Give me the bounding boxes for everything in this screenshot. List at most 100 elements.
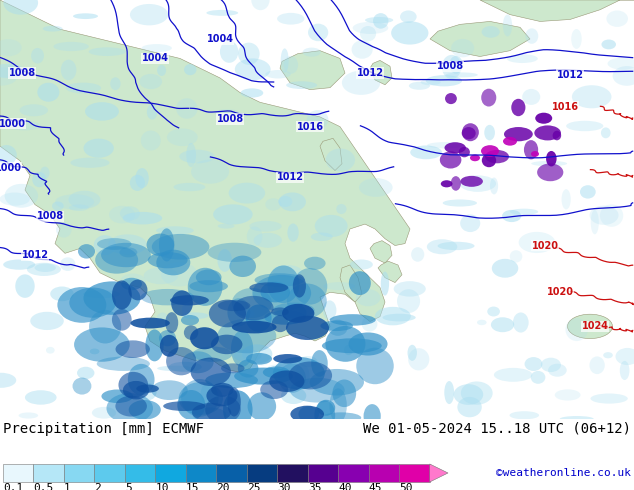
- Ellipse shape: [89, 48, 126, 56]
- Ellipse shape: [460, 176, 483, 187]
- Ellipse shape: [510, 411, 539, 419]
- Ellipse shape: [246, 353, 272, 365]
- Ellipse shape: [94, 235, 116, 255]
- Ellipse shape: [160, 335, 179, 357]
- Ellipse shape: [612, 66, 634, 86]
- Ellipse shape: [66, 83, 101, 94]
- Ellipse shape: [481, 145, 499, 157]
- Ellipse shape: [174, 183, 205, 191]
- Ellipse shape: [451, 39, 474, 57]
- Ellipse shape: [286, 81, 317, 89]
- Ellipse shape: [519, 232, 555, 253]
- Ellipse shape: [50, 287, 74, 301]
- Ellipse shape: [361, 317, 377, 332]
- Ellipse shape: [131, 318, 170, 328]
- Ellipse shape: [74, 327, 130, 362]
- Ellipse shape: [27, 263, 61, 276]
- Text: We 01-05-2024 15..18 UTC (06+12): We 01-05-2024 15..18 UTC (06+12): [363, 422, 631, 436]
- Ellipse shape: [220, 41, 238, 63]
- Text: 1008: 1008: [36, 211, 63, 221]
- Ellipse shape: [459, 147, 470, 157]
- Ellipse shape: [502, 210, 521, 222]
- Ellipse shape: [135, 168, 149, 188]
- Ellipse shape: [309, 369, 364, 395]
- Ellipse shape: [427, 142, 463, 148]
- Ellipse shape: [191, 160, 229, 184]
- Ellipse shape: [251, 0, 269, 10]
- Ellipse shape: [260, 380, 288, 399]
- Ellipse shape: [101, 390, 133, 403]
- Ellipse shape: [287, 223, 299, 242]
- Text: 1016: 1016: [297, 122, 323, 132]
- Text: 40: 40: [339, 483, 352, 490]
- Ellipse shape: [84, 281, 141, 315]
- Ellipse shape: [317, 400, 335, 416]
- Ellipse shape: [299, 406, 319, 422]
- Ellipse shape: [179, 382, 223, 415]
- Ellipse shape: [196, 270, 221, 285]
- Ellipse shape: [531, 161, 567, 166]
- Ellipse shape: [15, 274, 35, 298]
- Ellipse shape: [207, 243, 261, 262]
- Bar: [369, 464, 399, 482]
- Ellipse shape: [513, 313, 529, 333]
- Text: 1000: 1000: [0, 119, 25, 129]
- Ellipse shape: [213, 204, 253, 224]
- Ellipse shape: [0, 373, 16, 388]
- Ellipse shape: [566, 318, 588, 341]
- Ellipse shape: [484, 125, 495, 141]
- Ellipse shape: [0, 145, 16, 165]
- Ellipse shape: [181, 379, 219, 416]
- Ellipse shape: [85, 102, 119, 121]
- Ellipse shape: [273, 265, 302, 277]
- Ellipse shape: [161, 262, 198, 287]
- Ellipse shape: [524, 140, 538, 159]
- Ellipse shape: [394, 281, 426, 296]
- Ellipse shape: [121, 278, 142, 290]
- Ellipse shape: [159, 330, 176, 346]
- Ellipse shape: [211, 383, 234, 397]
- Ellipse shape: [363, 404, 381, 428]
- Ellipse shape: [97, 238, 132, 250]
- Ellipse shape: [451, 176, 461, 191]
- Ellipse shape: [601, 127, 611, 138]
- Ellipse shape: [344, 345, 353, 355]
- Ellipse shape: [3, 260, 35, 270]
- Ellipse shape: [152, 234, 209, 260]
- Ellipse shape: [330, 389, 347, 423]
- Ellipse shape: [165, 312, 178, 333]
- Ellipse shape: [278, 196, 292, 207]
- Ellipse shape: [217, 319, 276, 353]
- Ellipse shape: [352, 40, 373, 59]
- Ellipse shape: [287, 284, 327, 318]
- Ellipse shape: [193, 346, 232, 362]
- Ellipse shape: [217, 223, 235, 228]
- Ellipse shape: [273, 284, 297, 295]
- Ellipse shape: [534, 125, 561, 141]
- Polygon shape: [320, 138, 342, 171]
- Ellipse shape: [503, 137, 517, 146]
- Ellipse shape: [110, 77, 120, 90]
- Ellipse shape: [181, 313, 209, 319]
- Ellipse shape: [567, 314, 612, 339]
- Ellipse shape: [73, 13, 98, 19]
- Ellipse shape: [218, 300, 250, 311]
- Polygon shape: [378, 261, 402, 283]
- Polygon shape: [370, 60, 392, 85]
- Ellipse shape: [460, 175, 496, 192]
- Text: 1004: 1004: [207, 34, 233, 44]
- Ellipse shape: [18, 413, 38, 418]
- Ellipse shape: [151, 380, 188, 400]
- Text: 25: 25: [247, 483, 261, 490]
- Ellipse shape: [130, 175, 145, 191]
- Text: 5: 5: [125, 483, 132, 490]
- Ellipse shape: [156, 226, 194, 235]
- Ellipse shape: [147, 104, 157, 120]
- Ellipse shape: [186, 143, 196, 167]
- Ellipse shape: [179, 149, 215, 163]
- Ellipse shape: [349, 332, 387, 356]
- Ellipse shape: [223, 391, 252, 429]
- Ellipse shape: [510, 209, 538, 215]
- Ellipse shape: [192, 403, 231, 422]
- Ellipse shape: [0, 193, 30, 206]
